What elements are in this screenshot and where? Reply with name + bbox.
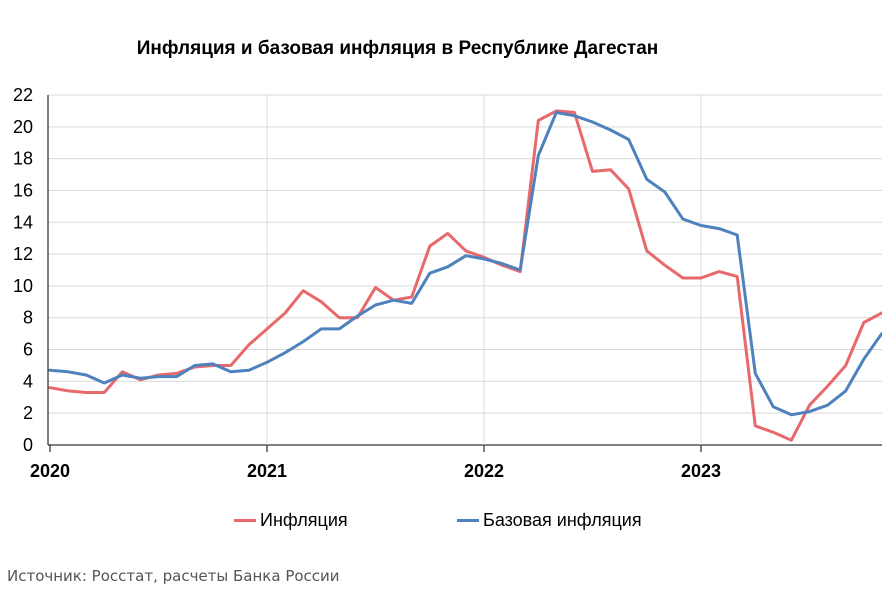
y-tick-label: 8 bbox=[23, 308, 33, 328]
x-tick-label: 2020 bbox=[30, 461, 70, 481]
y-tick-label: 2 bbox=[23, 403, 33, 423]
legend-label-core-inflation: Базовая инфляция bbox=[483, 510, 642, 530]
y-tick-label: 4 bbox=[23, 371, 33, 391]
x-tick-label: 2021 bbox=[247, 461, 287, 481]
legend-item-core-inflation: Базовая инфляция bbox=[457, 510, 642, 531]
source-note: Источник: Росстат, расчеты Банка России bbox=[7, 567, 340, 585]
legend-swatch-inflation bbox=[234, 519, 256, 522]
legend: Инфляция Базовая инфляция bbox=[0, 510, 882, 536]
legend-label-inflation: Инфляция bbox=[260, 510, 348, 530]
grid-layer bbox=[48, 94, 882, 446]
y-tick-label: 22 bbox=[13, 85, 33, 105]
series-line-inflation bbox=[48, 109, 882, 442]
series-line-core-inflation bbox=[48, 111, 882, 417]
chart-title: Инфляция и базовая инфляция в Республике… bbox=[136, 38, 659, 59]
y-tick-label: 20 bbox=[13, 117, 33, 137]
y-tick-label: 6 bbox=[23, 340, 33, 360]
y-tick-label: 12 bbox=[13, 244, 33, 264]
y-tick-label: 10 bbox=[13, 276, 33, 296]
series-layer bbox=[48, 109, 882, 442]
x-tick-label: 2023 bbox=[681, 461, 721, 481]
y-tick-label: 0 bbox=[23, 435, 33, 455]
y-tick-label: 16 bbox=[13, 180, 33, 200]
y-tick-label: 18 bbox=[13, 149, 33, 169]
legend-item-inflation: Инфляция bbox=[234, 510, 348, 531]
y-tick-label: 14 bbox=[13, 212, 33, 232]
x-tick-label: 2022 bbox=[464, 461, 504, 481]
legend-swatch-core-inflation bbox=[457, 519, 479, 522]
